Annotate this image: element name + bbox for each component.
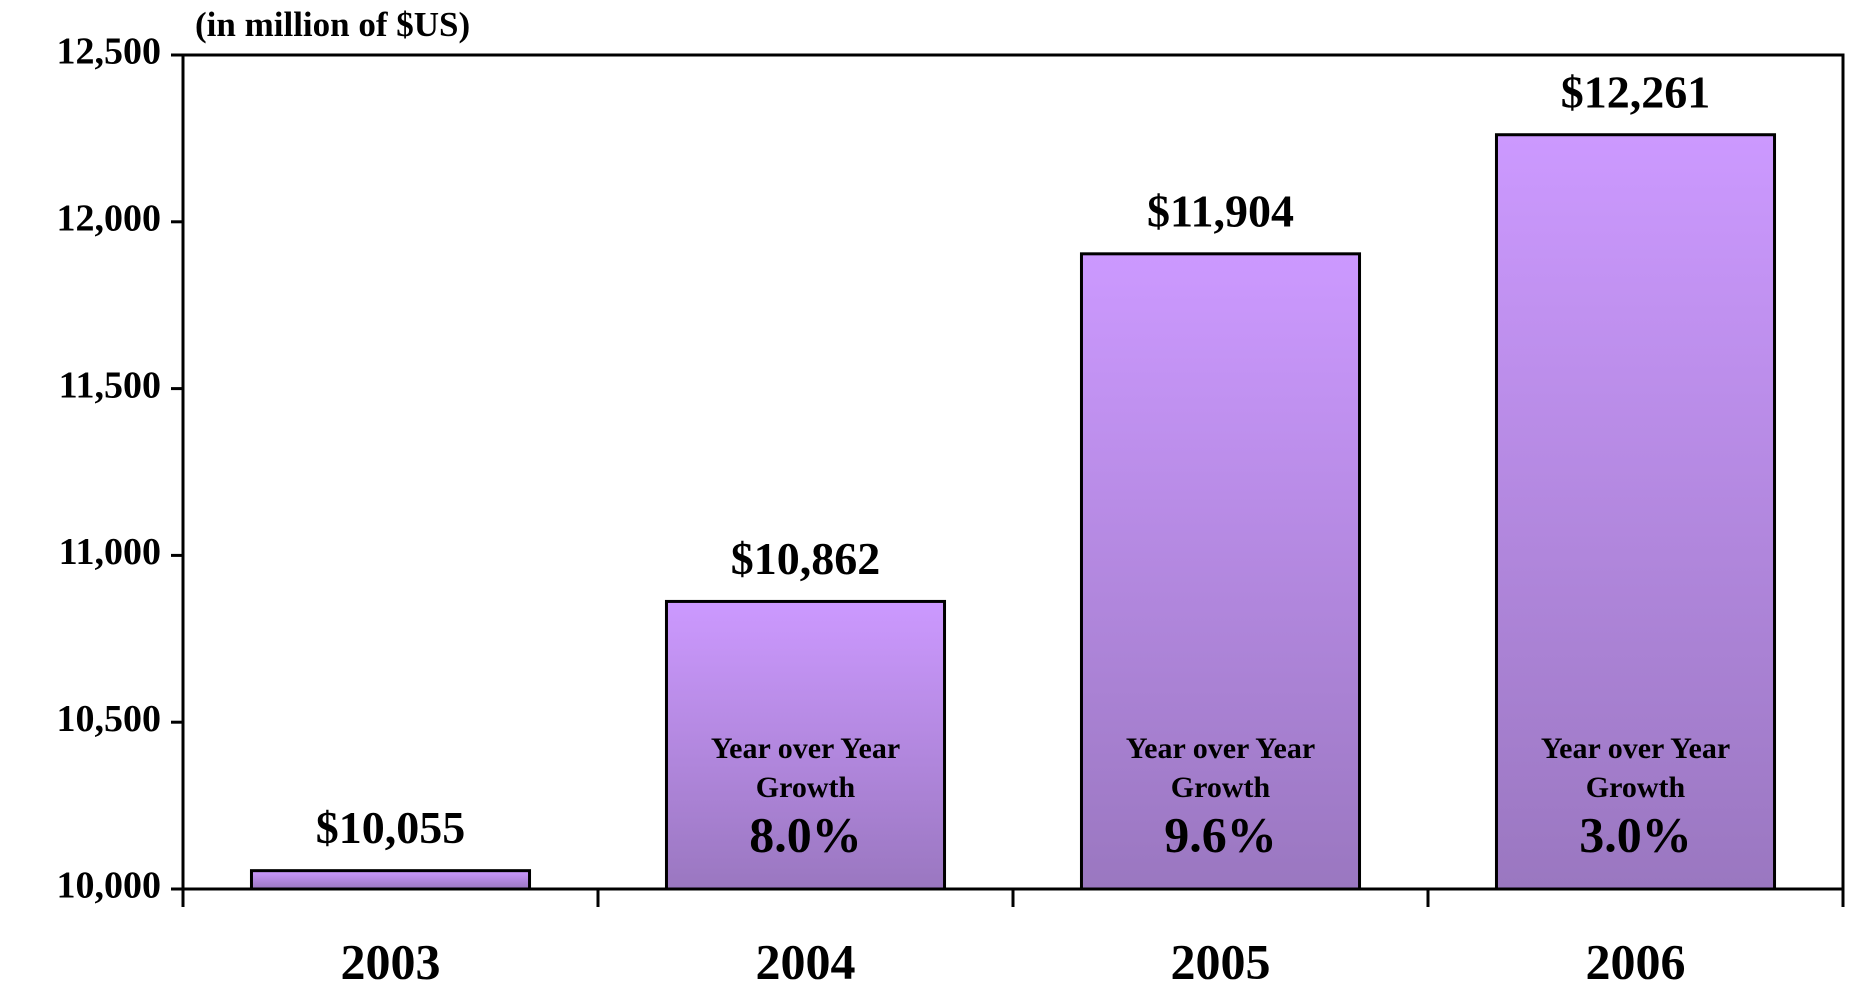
- growth-label: 9.6%: [1164, 806, 1277, 862]
- growth-title: Growth: [756, 771, 856, 804]
- growth-label: 8.0%: [749, 806, 862, 862]
- y-tick-label: 12,500: [57, 31, 162, 73]
- growth-title: Growth: [1171, 771, 1271, 804]
- bar: [1079, 252, 1362, 891]
- growth-label: 3.0%: [1579, 806, 1692, 862]
- growth-title: Year over Year: [711, 732, 900, 765]
- x-tick-label: 2004: [756, 933, 856, 987]
- y-tick-label: 12,000: [57, 198, 162, 240]
- growth-title: Year over Year: [1541, 732, 1730, 765]
- x-tick-label: 2003: [341, 933, 441, 987]
- bar: [249, 869, 532, 891]
- y-tick-label: 10,000: [57, 865, 162, 907]
- value-label: $11,904: [1147, 185, 1294, 236]
- value-label: $12,261: [1561, 66, 1711, 117]
- bar: [1494, 133, 1777, 891]
- value-label: $10,862: [731, 533, 881, 584]
- y-tick-label: 11,500: [59, 364, 161, 406]
- growth-title: Growth: [1586, 771, 1686, 804]
- x-tick-label: 2006: [1586, 933, 1686, 987]
- value-label: $10,055: [316, 802, 466, 853]
- y-axis-label: (in million of $US): [195, 5, 470, 44]
- x-tick-label: 2005: [1171, 933, 1271, 987]
- y-tick-label: 10,500: [57, 698, 162, 740]
- growth-title: Year over Year: [1126, 732, 1315, 765]
- bar: [664, 599, 947, 891]
- y-tick-label: 11,000: [59, 531, 161, 573]
